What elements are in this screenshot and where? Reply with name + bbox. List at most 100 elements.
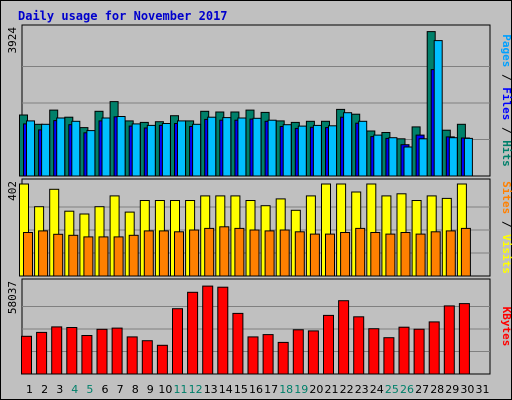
bar-pages-25 bbox=[388, 137, 398, 177]
x-tick-6: 6 bbox=[102, 383, 109, 396]
bar-sites-21 bbox=[325, 233, 335, 277]
bar-kbytes-28 bbox=[428, 321, 440, 375]
bar-sites-9 bbox=[143, 230, 154, 277]
bar-kbytes-11 bbox=[172, 308, 183, 375]
bar-pages-4 bbox=[71, 120, 81, 177]
bar-kbytes-23 bbox=[353, 316, 365, 375]
hits-files-pages-legend-part-3: Files bbox=[500, 87, 512, 120]
x-tick-7: 7 bbox=[117, 383, 124, 396]
x-tick-22: 22 bbox=[340, 383, 354, 396]
bar-sites-12 bbox=[189, 229, 200, 277]
bar-sites-29 bbox=[445, 230, 456, 277]
bar-pages-26 bbox=[403, 146, 413, 177]
hits-files-pages-legend-part-4: / bbox=[500, 120, 512, 140]
bar-kbytes-9 bbox=[141, 340, 153, 375]
bar-kbytes-4 bbox=[66, 327, 78, 375]
bar-kbytes-5 bbox=[81, 335, 93, 375]
bar-kbytes-10 bbox=[156, 344, 168, 375]
x-tick-11: 11 bbox=[174, 383, 188, 396]
bar-kbytes-15 bbox=[232, 312, 244, 375]
bar-pages-8 bbox=[131, 123, 141, 177]
x-tick-28: 28 bbox=[430, 383, 444, 396]
bar-kbytes-29 bbox=[443, 305, 455, 375]
bar-kbytes-30 bbox=[458, 303, 470, 375]
x-tick-8: 8 bbox=[132, 383, 139, 396]
bar-sites-14 bbox=[219, 226, 230, 277]
bar-sites-8 bbox=[128, 234, 139, 277]
bar-kbytes-26 bbox=[398, 326, 410, 375]
bar-sites-3 bbox=[53, 233, 64, 277]
bar-kbytes-17 bbox=[262, 334, 274, 375]
bar-sites-2 bbox=[38, 230, 49, 277]
x-tick-21: 21 bbox=[325, 383, 339, 396]
visits-sites-legend: Sites / Visits bbox=[500, 181, 512, 274]
bar-kbytes-19 bbox=[292, 329, 304, 375]
bar-pages-9 bbox=[146, 124, 156, 177]
bar-sites-28 bbox=[430, 231, 441, 277]
x-tick-3: 3 bbox=[56, 383, 63, 396]
x-tick-17: 17 bbox=[264, 383, 278, 396]
x-tick-23: 23 bbox=[355, 383, 369, 396]
x-tick-14: 14 bbox=[219, 383, 233, 396]
kbytes-legend: KBytes bbox=[500, 307, 512, 347]
bar-sites-1 bbox=[23, 232, 33, 277]
x-tick-31: 31 bbox=[476, 383, 490, 396]
bar-sites-20 bbox=[309, 233, 320, 277]
chart-title: Daily usage for November 2017 bbox=[18, 9, 228, 23]
bar-sites-22 bbox=[340, 232, 351, 277]
kbytes-legend-part-1: KBytes bbox=[500, 307, 512, 347]
bar-pages-13 bbox=[207, 116, 217, 177]
visits-sites-legend-part-2: / bbox=[500, 214, 512, 234]
bar-pages-23 bbox=[358, 120, 368, 177]
bar-kbytes-16 bbox=[247, 336, 259, 375]
bar-pages-1 bbox=[26, 120, 35, 177]
bar-sites-11 bbox=[174, 231, 184, 277]
bar-pages-18 bbox=[282, 124, 292, 177]
x-tick-12: 12 bbox=[189, 383, 203, 396]
bar-kbytes-8 bbox=[126, 336, 138, 375]
x-tick-13: 13 bbox=[204, 383, 218, 396]
visits-sites-ymax-label: 402 bbox=[6, 181, 19, 201]
bar-pages-24 bbox=[373, 134, 383, 177]
bar-kbytes-21 bbox=[323, 314, 334, 375]
visits-sites-series-sites bbox=[23, 226, 471, 277]
bar-kbytes-24 bbox=[368, 328, 380, 375]
bar-pages-28 bbox=[433, 40, 443, 177]
bar-sites-23 bbox=[355, 227, 366, 277]
bar-kbytes-27 bbox=[413, 328, 425, 375]
x-tick-27: 27 bbox=[415, 383, 429, 396]
bar-pages-11 bbox=[177, 120, 186, 177]
visits-sites-legend-part-1: Sites bbox=[500, 181, 512, 214]
bar-sites-13 bbox=[204, 227, 215, 277]
hits-files-pages-legend-part-1: Pages bbox=[500, 34, 512, 67]
x-tick-18: 18 bbox=[279, 383, 293, 396]
kbytes-series-kbytes bbox=[21, 285, 470, 375]
bar-pages-21 bbox=[328, 125, 337, 177]
bar-pages-7 bbox=[116, 116, 126, 177]
bar-kbytes-12 bbox=[187, 291, 199, 375]
bar-kbytes-18 bbox=[277, 341, 289, 375]
bar-sites-17 bbox=[264, 230, 275, 277]
bar-kbytes-6 bbox=[96, 328, 108, 375]
kbytes-panel: 58037 KBytes bbox=[6, 278, 512, 375]
bar-kbytes-2 bbox=[36, 331, 48, 375]
visits-sites-legend-part-3: Visits bbox=[500, 234, 512, 274]
x-tick-15: 15 bbox=[234, 383, 248, 396]
bar-pages-12 bbox=[192, 123, 202, 177]
bar-pages-14 bbox=[222, 117, 232, 177]
x-tick-20: 20 bbox=[309, 383, 323, 396]
bar-pages-20 bbox=[312, 124, 322, 177]
bar-kbytes-7 bbox=[111, 327, 123, 375]
x-tick-1: 1 bbox=[26, 383, 33, 396]
bar-sites-19 bbox=[294, 231, 305, 277]
bar-pages-29 bbox=[448, 137, 458, 177]
bar-kbytes-13 bbox=[202, 285, 214, 375]
bar-sites-25 bbox=[385, 233, 396, 277]
bar-sites-16 bbox=[249, 229, 260, 277]
hits-files-pages-legend-part-5: Hits bbox=[500, 140, 512, 167]
bar-pages-22 bbox=[343, 112, 353, 177]
kbytes-ymax-label: 58037 bbox=[6, 281, 19, 314]
x-tick-10: 10 bbox=[158, 383, 172, 396]
bar-sites-5 bbox=[83, 236, 94, 277]
